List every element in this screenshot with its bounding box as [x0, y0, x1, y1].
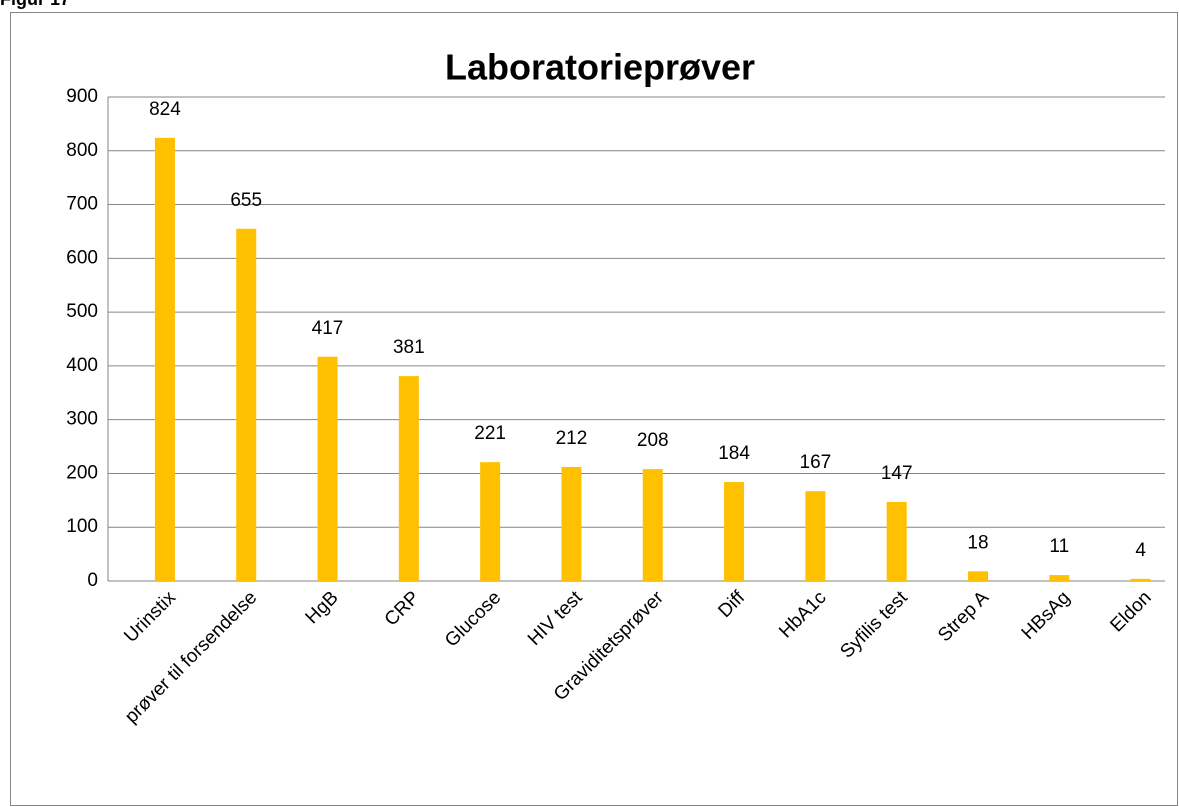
chart-frame	[10, 12, 1178, 806]
data-label: 184	[718, 443, 750, 464]
x-tick-label: Diff	[714, 587, 749, 622]
x-tick-label: HbA1c	[775, 587, 830, 642]
y-tick-label: 700	[66, 194, 98, 215]
bar	[1049, 575, 1070, 581]
bar	[398, 376, 419, 581]
data-label: 655	[230, 190, 262, 211]
data-label: 4	[1135, 540, 1146, 561]
bar	[236, 228, 257, 581]
data-label: 208	[637, 430, 669, 451]
x-tick-label: prøver til forsendelse	[121, 587, 261, 727]
x-tick-label: Strep A	[934, 587, 993, 646]
x-tick-label: HIV test	[524, 587, 587, 650]
data-label: 824	[149, 99, 181, 120]
bar	[967, 571, 988, 581]
figure-label: Figur 17	[0, 0, 70, 9]
bar	[154, 137, 175, 582]
bar	[642, 469, 663, 581]
y-tick-label: 300	[66, 409, 98, 430]
x-tick-label: CRP	[381, 587, 424, 630]
x-tick-label: Glucose	[441, 587, 505, 651]
y-tick-label: 100	[66, 516, 98, 537]
y-tick-label: 800	[66, 140, 98, 161]
data-label: 18	[967, 532, 988, 553]
x-tick-label: HgB	[302, 587, 343, 628]
y-tick-label: 900	[66, 86, 98, 107]
y-tick-label: 400	[66, 355, 98, 376]
bar	[561, 466, 582, 581]
bar	[480, 462, 501, 581]
data-label: 212	[556, 428, 588, 449]
y-tick-label: 200	[66, 462, 98, 483]
x-tick-label: HBsAg	[1018, 587, 1075, 644]
x-tick-label: Urinstix	[120, 587, 180, 647]
x-tick-label: Eldon	[1106, 587, 1155, 636]
x-tick-label: Syfilis test	[836, 587, 912, 663]
data-label: 381	[393, 337, 425, 358]
y-tick-label: 500	[66, 301, 98, 322]
bar	[724, 482, 745, 581]
data-label: 417	[312, 318, 344, 339]
data-label: 221	[474, 423, 506, 444]
data-label: 11	[1049, 536, 1069, 557]
bar	[886, 501, 907, 581]
bar	[1130, 578, 1151, 581]
bar	[317, 356, 338, 581]
bar	[805, 491, 826, 581]
chart-title: Laboratorieprøver	[445, 47, 755, 88]
data-label: 147	[881, 463, 913, 484]
y-tick-label: 600	[66, 247, 98, 268]
data-label: 167	[800, 452, 832, 473]
y-tick-label: 0	[87, 570, 98, 591]
